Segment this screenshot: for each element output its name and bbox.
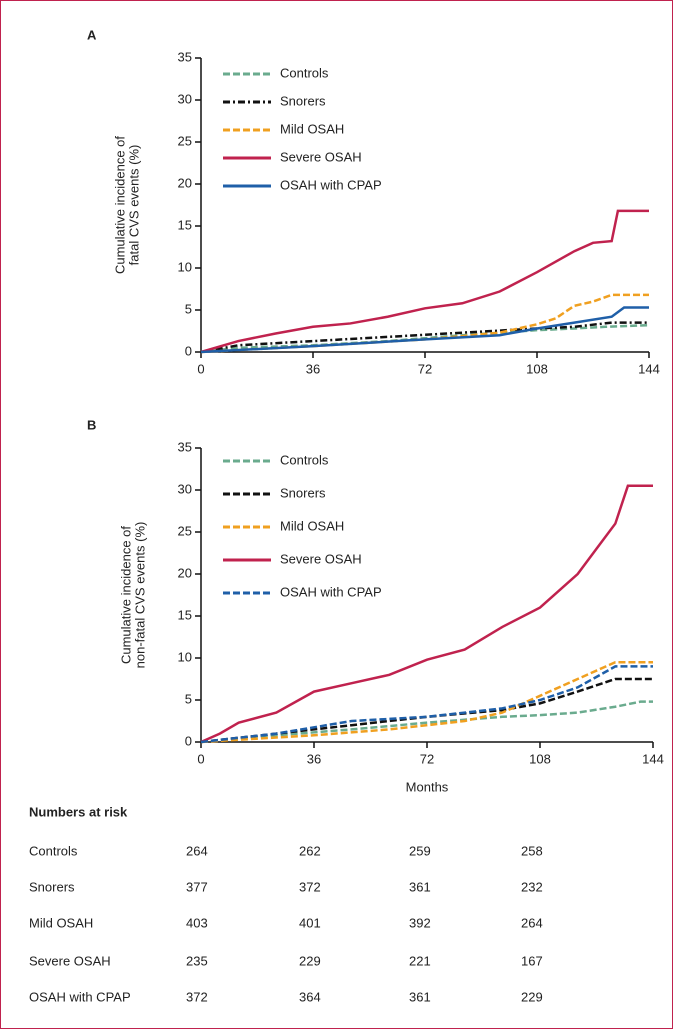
panel-label: B [87,417,96,432]
x-tick-label: 0 [197,361,204,376]
y-tick-label: 5 [185,691,192,706]
y-tick-label: 5 [185,301,192,316]
table-cell: 167 [521,953,543,968]
table-cell: 235 [186,953,208,968]
table-cell: 232 [521,879,543,894]
y-tick-label: 25 [178,523,192,538]
y-tick-label: 20 [178,565,192,580]
row-label: Snorers [29,879,75,894]
row-label: Severe OSAH [29,953,111,968]
y-tick-label: 20 [178,175,192,190]
series-line [200,321,649,354]
y-tick-label: 25 [178,133,192,148]
y-tick-label: 30 [178,481,192,496]
y-tick-label: 35 [178,439,192,454]
series-line [200,677,653,744]
table-cell: 377 [186,879,208,894]
y-axis-label: Cumulative incidence of [112,136,127,274]
series-line [200,700,653,744]
y-axis-label: fatal CVS events (%) [126,145,141,266]
legend-label: Mild OSAH [280,121,344,136]
panel-label: A [87,27,97,42]
table-cell: 361 [409,879,431,894]
x-tick-label: 72 [418,361,432,376]
table-cell: 401 [299,915,321,930]
table-cell: 221 [409,953,431,968]
y-tick-label: 10 [178,259,192,274]
x-tick-label: 108 [529,751,551,766]
y-tick-label: 10 [178,649,192,664]
x-tick-label: 0 [197,751,204,766]
series-line [200,660,653,744]
legend-label: Snorers [280,93,326,108]
row-label: Controls [29,843,78,858]
table-cell: 259 [409,843,431,858]
x-axis-label: Months [406,779,449,794]
series-line [200,209,649,354]
table-cell: 229 [521,989,543,1004]
table-cell: 258 [521,843,543,858]
y-tick-label: 0 [185,733,192,748]
y-axis-label: non-fatal CVS events (%) [132,522,147,669]
x-tick-label: 144 [642,751,664,766]
legend-label: Controls [280,65,329,80]
x-tick-label: 108 [526,361,548,376]
table-cell: 403 [186,915,208,930]
x-tick-label: 72 [420,751,434,766]
legend-label: Severe OSAH [280,149,362,164]
legend-label: Snorers [280,485,326,500]
table-cell: 229 [299,953,321,968]
table-cell: 262 [299,843,321,858]
series-line [200,665,653,744]
y-tick-label: 35 [178,49,192,64]
y-tick-label: 15 [178,607,192,622]
y-tick-label: 0 [185,343,192,358]
y-tick-label: 30 [178,91,192,106]
x-tick-label: 144 [638,361,660,376]
legend-label: Controls [280,452,329,467]
series-line [200,306,649,354]
legend-label: OSAH with CPAP [280,584,382,599]
table-cell: 364 [299,989,321,1004]
table-cell: 361 [409,989,431,1004]
legend-label: Severe OSAH [280,551,362,566]
row-label: OSAH with CPAP [29,989,131,1004]
table-cell: 264 [521,915,543,930]
table-cell: 392 [409,915,431,930]
legend-label: Mild OSAH [280,518,344,533]
table-cell: 372 [299,879,321,894]
table-cell: 372 [186,989,208,1004]
y-axis-label: Cumulative incidence of [118,526,133,664]
table-title: Numbers at risk [29,804,128,819]
legend-label: OSAH with CPAP [280,177,382,192]
series-line [200,484,653,744]
series-line [200,293,649,354]
table-cell: 264 [186,843,208,858]
y-tick-label: 15 [178,217,192,232]
row-label: Mild OSAH [29,915,93,930]
x-tick-label: 36 [307,751,321,766]
x-tick-label: 36 [306,361,320,376]
